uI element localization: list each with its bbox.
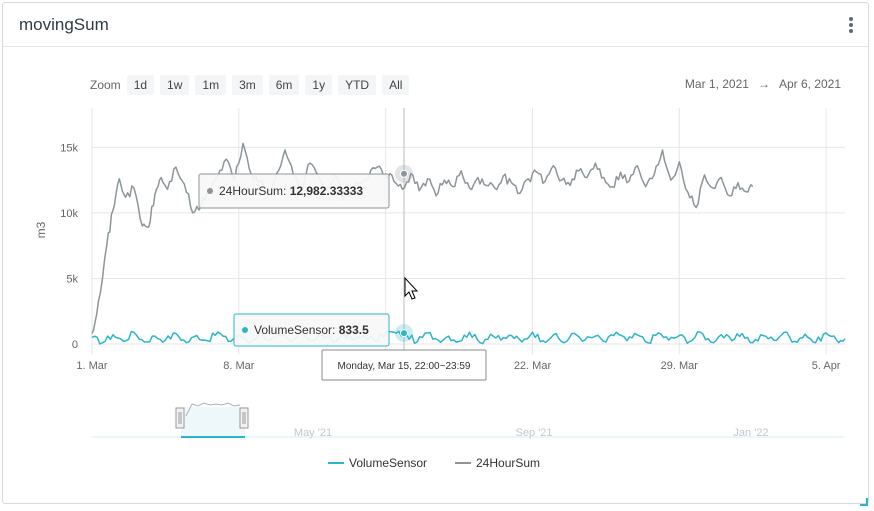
- range-arrow-icon: →: [757, 77, 770, 91]
- zoom-bar: Zoom 1d 1w 1m 3m 6m 1y YTD All: [90, 75, 415, 95]
- svg-text:VolumeSensor: 833.5: VolumeSensor: 833.5: [254, 323, 369, 337]
- widget-header: movingSum: [3, 3, 868, 47]
- x-tick-label: 8. Mar: [223, 360, 255, 372]
- y-tick-label: 0: [72, 339, 78, 351]
- date-range-display: Mar 1, 2021 → Apr 6, 2021: [685, 77, 841, 91]
- svg-text:24HourSum: 12,982.33333: 24HourSum: 12,982.33333: [219, 184, 363, 198]
- navigator-tick-label: May '21: [294, 427, 332, 439]
- hover-markers: [395, 164, 413, 343]
- legend-item-volumesensor[interactable]: VolumeSensor: [328, 456, 427, 470]
- series-line-volumesensor: [91, 330, 846, 345]
- navigator-selected-range[interactable]: [181, 407, 245, 437]
- y-tick-label: 15k: [60, 142, 78, 154]
- y-axis-label: m3: [34, 221, 48, 238]
- more-options-icon[interactable]: [848, 17, 854, 35]
- series-line-24hoursum: [91, 142, 754, 334]
- widget-title: movingSum: [19, 15, 109, 34]
- tooltip-value: 833.5: [339, 323, 369, 337]
- crosshair-time-label: Monday, Mar 15, 22:00~23:59: [321, 349, 487, 381]
- tooltip-24hoursum: 24HourSum: 12,982.33333: [198, 173, 390, 209]
- zoom-3m-button[interactable]: 3m: [232, 75, 263, 95]
- tooltip-series-name: 24HourSum: [219, 184, 283, 198]
- range-to-input[interactable]: Apr 6, 2021: [778, 77, 841, 91]
- navigator-left-handle[interactable]: [175, 407, 185, 429]
- zoom-ytd-button[interactable]: YTD: [338, 75, 377, 95]
- zoom-6m-button[interactable]: 6m: [268, 75, 300, 95]
- resize-handle-icon[interactable]: [858, 493, 868, 506]
- zoom-label: Zoom: [90, 78, 121, 92]
- x-tick-label: 29. Mar: [661, 360, 699, 372]
- navigator-tick-label: Jan '22: [733, 427, 768, 439]
- zoom-1w-button[interactable]: 1w: [160, 75, 190, 95]
- zoom-1d-button[interactable]: 1d: [126, 75, 155, 95]
- hover-marker-24hoursum: [400, 169, 408, 178]
- legend-label: VolumeSensor: [349, 456, 427, 470]
- legend-label: 24HourSum: [476, 456, 540, 470]
- y-tick-label: 10k: [60, 208, 78, 220]
- tooltip-volumesensor: VolumeSensor: 833.5: [233, 313, 390, 347]
- x-tick-label: 22. Mar: [514, 360, 552, 372]
- navigator-tick-label: Sep '21: [516, 427, 553, 439]
- y-tick-label: 5k: [66, 273, 78, 285]
- zoom-1y-button[interactable]: 1y: [305, 75, 333, 95]
- legend: VolumeSensor 24HourSum: [328, 456, 540, 470]
- x-tick-label: 1. Mar: [76, 360, 108, 372]
- mouse-pointer-icon: [404, 276, 419, 300]
- navigator-right-handle[interactable]: [239, 407, 249, 429]
- zoom-1m-button[interactable]: 1m: [195, 75, 227, 95]
- series-layer: [91, 142, 846, 345]
- hover-marker-volumesensor: [400, 329, 408, 338]
- navigator[interactable]: May '21 Sep '21 Jan '22: [92, 402, 845, 439]
- range-from-input[interactable]: Mar 1, 2021: [684, 77, 749, 91]
- tooltip-series-name: VolumeSensor: [254, 323, 332, 337]
- crosshair-time-text: Monday, Mar 15, 22:00~23:59: [338, 361, 471, 372]
- zoom-all-button[interactable]: All: [382, 75, 410, 95]
- y-axis: 0 5k 10k 15k: [60, 142, 78, 351]
- legend-item-24hoursum[interactable]: 24HourSum: [455, 456, 540, 470]
- x-tick-label: 5. Apr: [812, 360, 841, 372]
- tooltip-value: 12,982.33333: [290, 184, 364, 198]
- grid: [91, 108, 845, 354]
